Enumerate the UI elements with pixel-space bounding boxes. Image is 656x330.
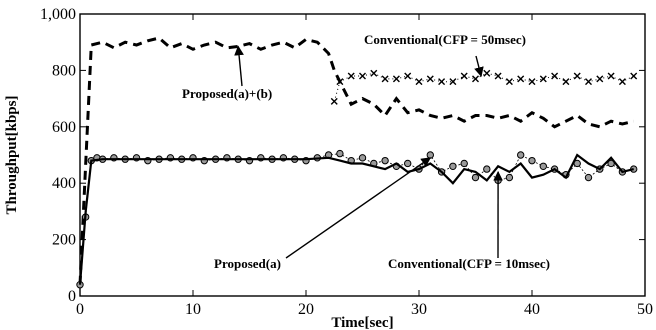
data-point	[359, 72, 366, 80]
data-point	[483, 165, 491, 173]
data-point	[494, 72, 502, 80]
data-point	[618, 78, 626, 86]
data-point	[426, 151, 434, 159]
y-tick-label: 600	[52, 119, 76, 136]
annotation-label: Conventional(CFP = 50msec)	[364, 32, 526, 47]
data-point	[551, 72, 559, 80]
annotation-arrow	[474, 55, 484, 77]
data-point	[505, 78, 513, 86]
y-tick-label: 800	[52, 62, 76, 79]
x-tick-label: 0	[76, 301, 84, 318]
data-point	[607, 72, 615, 80]
data-point	[585, 78, 592, 86]
data-point	[472, 75, 479, 83]
data-point	[370, 69, 378, 77]
plot-border	[79, 13, 646, 297]
series-layer	[76, 36, 638, 289]
x-tick-label: 10	[185, 301, 201, 318]
data-point	[449, 78, 457, 86]
series-line	[79, 153, 634, 285]
data-point	[562, 78, 570, 86]
y-tick-label: 200	[52, 232, 76, 249]
annotation-label: Proposed(a)	[214, 256, 281, 271]
series-conventional_10	[76, 149, 638, 289]
x-tick-label: 40	[524, 301, 540, 318]
tick-labels: 0 10 20 30 40 50 0 200 400 600 800 1,000	[40, 6, 653, 318]
series-proposed_ab	[78, 36, 635, 285]
data-point	[404, 72, 412, 80]
annotation-arrow	[234, 45, 244, 87]
annotation-layer: Proposed(a)+(b) Conventional(CFP = 50msec…	[182, 32, 550, 271]
data-point	[471, 173, 480, 182]
x-tick-label: 20	[298, 301, 314, 318]
x-axis-label: Time[sec]	[331, 315, 393, 330]
plot-frame	[79, 13, 646, 297]
data-point	[336, 149, 344, 158]
series-line	[333, 72, 634, 102]
annotation-label: Conventional(CFP = 10msec)	[388, 256, 550, 271]
y-axis-label: Throughput[kbps]	[4, 96, 20, 215]
data-point	[415, 78, 423, 86]
annotation-label: Proposed(a)+(b)	[182, 86, 272, 101]
y-tick-label: 400	[52, 175, 76, 192]
data-point	[505, 173, 514, 182]
data-point	[517, 75, 525, 83]
y-tick-label: 0	[68, 288, 76, 305]
data-point	[426, 75, 434, 83]
annotation: Proposed(a)	[214, 157, 432, 271]
data-point	[483, 69, 491, 77]
annotation: Proposed(a)+(b)	[182, 45, 272, 101]
data-point	[347, 72, 355, 80]
y-tick-label: 1,000	[40, 6, 76, 23]
series-line	[78, 36, 635, 285]
data-point	[528, 78, 536, 86]
data-point	[460, 159, 468, 168]
data-point	[381, 156, 389, 165]
tick-marks	[79, 13, 646, 297]
data-point	[528, 156, 536, 165]
data-point	[392, 75, 400, 83]
data-point	[517, 151, 525, 159]
data-point	[460, 72, 468, 80]
x-tick-label: 30	[411, 301, 427, 318]
data-point	[449, 162, 457, 170]
series-proposed_a	[78, 153, 634, 285]
data-point	[539, 75, 547, 83]
data-point	[381, 75, 389, 83]
annotation: Conventional(CFP = 50msec)	[364, 32, 526, 77]
data-point	[404, 159, 412, 168]
series-line	[78, 153, 634, 285]
data-point	[573, 72, 581, 80]
series-conventional_50	[330, 69, 638, 105]
data-point	[539, 162, 547, 170]
annotation: Conventional(CFP = 10msec)	[388, 170, 550, 271]
data-point	[584, 173, 593, 182]
data-point	[330, 97, 338, 105]
x-tick-label: 50	[637, 301, 653, 318]
annotation-arrow	[285, 157, 432, 259]
data-point	[438, 78, 446, 86]
data-point	[358, 154, 367, 162]
data-point	[630, 72, 638, 80]
data-point	[336, 78, 344, 86]
data-point	[596, 75, 604, 83]
